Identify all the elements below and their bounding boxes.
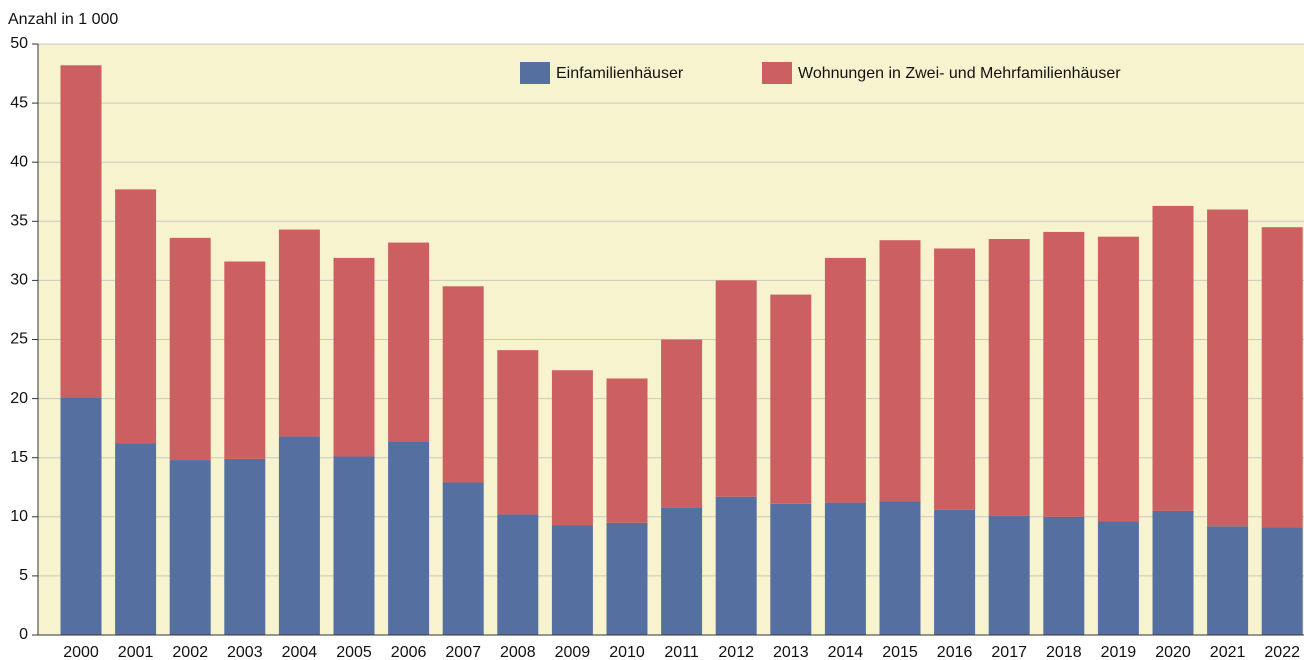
y-tick-label: 35 — [10, 213, 28, 230]
x-tick-label: 2021 — [1210, 644, 1246, 660]
x-tick-label: 2006 — [391, 644, 427, 660]
bar-segment — [551, 525, 593, 635]
bar-segment — [1097, 236, 1139, 522]
bar-segment — [169, 460, 211, 635]
bar-segment — [661, 507, 703, 635]
x-tick-label: 2018 — [1046, 644, 1082, 660]
y-tick-label: 10 — [10, 508, 28, 525]
bar-segment — [1207, 209, 1249, 527]
bar-segment — [60, 65, 102, 398]
legend-label: Einfamilienhäuser — [556, 65, 684, 82]
bar-segment — [115, 189, 157, 444]
y-tick-label: 50 — [10, 35, 28, 52]
x-tick-label: 2010 — [609, 644, 645, 660]
bar-segment — [1152, 510, 1194, 635]
bar-segment — [224, 458, 266, 635]
bar-segment — [934, 509, 976, 635]
bar-segment — [442, 286, 484, 483]
bar-segment — [988, 239, 1030, 516]
x-tick-label: 2004 — [282, 644, 318, 660]
x-tick-label: 2011 — [664, 644, 699, 660]
bar-segment — [224, 261, 266, 459]
bar-segment — [715, 496, 757, 635]
bar-segment — [333, 257, 375, 457]
bar-segment — [824, 257, 866, 503]
bar-segment — [1043, 516, 1085, 635]
bar-segment — [934, 248, 976, 510]
x-tick-label: 2016 — [937, 644, 973, 660]
x-tick-label: 2007 — [445, 644, 481, 660]
x-tick-label: 2012 — [718, 644, 754, 660]
x-tick-label: 2014 — [828, 644, 864, 660]
bar-segment — [661, 339, 703, 508]
y-tick-label: 0 — [19, 626, 28, 643]
bar-segment — [169, 237, 211, 461]
x-tick-label: 2008 — [500, 644, 536, 660]
bar-segment — [879, 501, 921, 635]
bar-segment — [715, 280, 757, 497]
x-tick-label: 2001 — [118, 644, 154, 660]
y-tick-label: 5 — [19, 567, 28, 584]
y-tick-label: 15 — [10, 449, 28, 466]
bar-segment — [333, 456, 375, 635]
bar-segment — [1261, 527, 1303, 635]
x-tick-label: 2015 — [882, 644, 918, 660]
bar-segment — [278, 436, 320, 635]
y-tick-label: 25 — [10, 331, 28, 348]
bar-segment — [388, 242, 430, 442]
bar-segment — [497, 514, 539, 635]
x-tick-label: 2017 — [991, 644, 1027, 660]
bar-segment — [606, 378, 648, 523]
x-tick-label: 2013 — [773, 644, 809, 660]
bar-segment — [1043, 231, 1085, 517]
legend-label: Wohnungen in Zwei- und Mehrfamilienhäuse… — [798, 65, 1121, 82]
bar-segment — [988, 515, 1030, 635]
x-tick-label: 2000 — [63, 644, 99, 660]
x-tick-label: 2002 — [172, 644, 208, 660]
bar-segment — [278, 229, 320, 437]
bar-segment — [1097, 521, 1139, 635]
bar-segment — [551, 370, 593, 526]
legend-swatch — [520, 62, 550, 84]
bar-segment — [1207, 526, 1249, 635]
bar-segment — [606, 522, 648, 635]
y-tick-label: 20 — [10, 390, 28, 407]
bar-segment — [1152, 205, 1194, 511]
chart-title: Anzahl in 1 000 — [8, 11, 118, 28]
bar-segment — [1261, 227, 1303, 528]
bar-segment — [770, 294, 812, 504]
x-tick-label: 2020 — [1155, 644, 1191, 660]
bar-segment — [60, 397, 102, 635]
bar-segment — [879, 240, 921, 502]
x-tick-label: 2009 — [555, 644, 591, 660]
bar-segment — [497, 350, 539, 515]
y-tick-label: 30 — [10, 272, 28, 289]
x-tick-label: 2003 — [227, 644, 263, 660]
y-tick-label: 40 — [10, 153, 28, 170]
legend-swatch — [762, 62, 792, 84]
bar-segment — [770, 503, 812, 635]
y-tick-label: 45 — [10, 94, 28, 111]
bar-segment — [388, 441, 430, 635]
x-tick-label: 2019 — [1101, 644, 1137, 660]
bar-segment — [115, 443, 157, 635]
bar-segment — [824, 502, 866, 635]
bar-segment — [442, 482, 484, 635]
x-tick-label: 2005 — [336, 644, 372, 660]
x-tick-label: 2022 — [1264, 644, 1300, 660]
